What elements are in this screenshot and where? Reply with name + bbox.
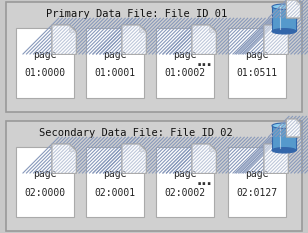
Polygon shape xyxy=(286,119,300,137)
Polygon shape xyxy=(122,25,146,54)
FancyBboxPatch shape xyxy=(156,28,214,98)
Polygon shape xyxy=(209,144,216,151)
Polygon shape xyxy=(297,0,300,4)
Polygon shape xyxy=(122,144,146,173)
Polygon shape xyxy=(122,25,146,54)
Polygon shape xyxy=(282,25,288,32)
Ellipse shape xyxy=(272,29,296,34)
Polygon shape xyxy=(264,25,288,54)
FancyBboxPatch shape xyxy=(6,2,302,112)
Text: page: page xyxy=(33,169,57,179)
Text: Primary Data File: File ID 01: Primary Data File: File ID 01 xyxy=(46,9,227,19)
Text: page: page xyxy=(245,169,269,179)
Text: ...: ... xyxy=(196,174,212,188)
Ellipse shape xyxy=(272,147,296,153)
FancyBboxPatch shape xyxy=(228,28,286,98)
Polygon shape xyxy=(140,144,146,151)
Polygon shape xyxy=(282,144,288,151)
Ellipse shape xyxy=(272,4,296,9)
Polygon shape xyxy=(122,144,146,173)
Polygon shape xyxy=(70,25,76,32)
Polygon shape xyxy=(140,25,146,32)
Polygon shape xyxy=(52,25,76,54)
Polygon shape xyxy=(52,144,76,173)
Text: 02:0001: 02:0001 xyxy=(95,188,136,198)
Polygon shape xyxy=(192,144,216,173)
Polygon shape xyxy=(297,119,300,123)
FancyBboxPatch shape xyxy=(6,121,302,231)
Text: 02:0127: 02:0127 xyxy=(237,188,278,198)
Polygon shape xyxy=(209,25,216,32)
Polygon shape xyxy=(70,144,76,151)
Text: 02:0000: 02:0000 xyxy=(24,188,66,198)
Text: 01:0000: 01:0000 xyxy=(24,69,66,79)
Text: page: page xyxy=(103,169,127,179)
Text: 01:0002: 01:0002 xyxy=(164,69,205,79)
Polygon shape xyxy=(52,144,76,173)
FancyBboxPatch shape xyxy=(16,147,74,217)
Text: page: page xyxy=(245,50,269,60)
FancyBboxPatch shape xyxy=(16,28,74,98)
FancyBboxPatch shape xyxy=(272,7,296,31)
Text: 01:0511: 01:0511 xyxy=(237,69,278,79)
Text: ...: ... xyxy=(196,55,212,69)
Polygon shape xyxy=(52,25,76,54)
Text: page: page xyxy=(173,169,197,179)
Text: page: page xyxy=(173,50,197,60)
FancyBboxPatch shape xyxy=(156,147,214,217)
Polygon shape xyxy=(286,0,300,18)
Polygon shape xyxy=(192,25,216,54)
Polygon shape xyxy=(192,25,216,54)
FancyBboxPatch shape xyxy=(272,126,296,150)
Text: page: page xyxy=(33,50,57,60)
Polygon shape xyxy=(264,25,288,54)
Text: Secondary Data File: File ID 02: Secondary Data File: File ID 02 xyxy=(39,128,233,138)
Text: 02:0002: 02:0002 xyxy=(164,188,205,198)
Polygon shape xyxy=(192,144,216,173)
Polygon shape xyxy=(286,0,300,18)
Text: 01:0001: 01:0001 xyxy=(95,69,136,79)
FancyBboxPatch shape xyxy=(86,147,144,217)
FancyBboxPatch shape xyxy=(228,147,286,217)
FancyBboxPatch shape xyxy=(86,28,144,98)
Polygon shape xyxy=(264,144,288,173)
Ellipse shape xyxy=(272,123,296,128)
Polygon shape xyxy=(264,144,288,173)
Polygon shape xyxy=(286,119,300,137)
Text: page: page xyxy=(103,50,127,60)
